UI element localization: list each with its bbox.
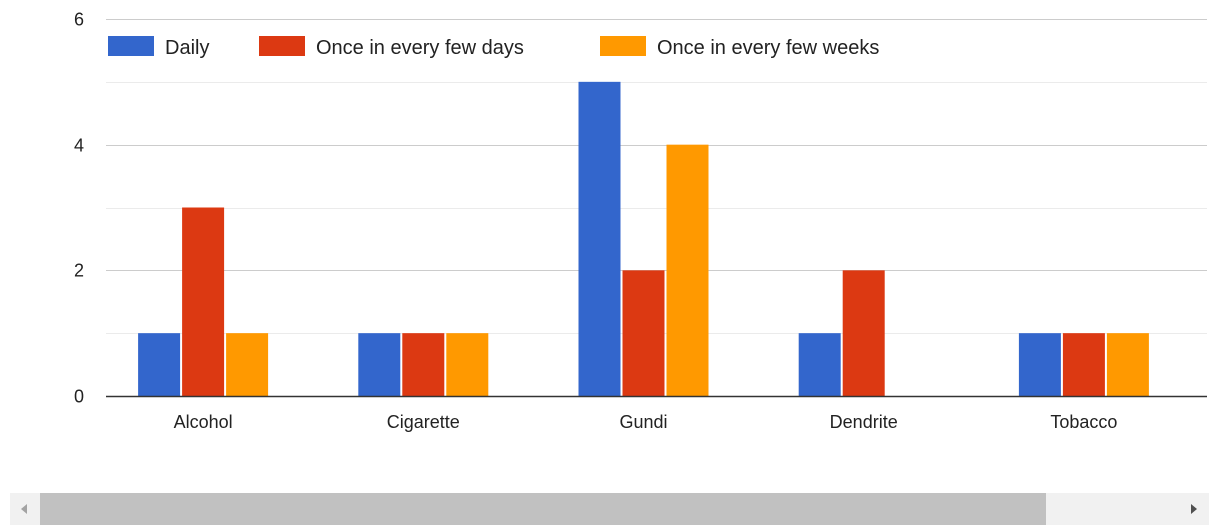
bars [138,81,1149,397]
chevron-right-icon [1191,504,1197,514]
x-category-label: Dendrite [830,412,898,432]
bar-cigarette-series-3[interactable] [446,333,489,396]
scroll-left-button[interactable] [10,493,40,525]
legend-label: Once in every few weeks [657,37,879,59]
legend: Daily Once in every few days Once in every… [108,36,879,59]
chevron-left-icon [21,504,27,514]
legend-swatch [600,36,646,56]
bar-gundi-series-3[interactable] [666,144,709,396]
bar-gundi-series-2[interactable] [622,270,665,396]
x-category-label: Tobacco [1050,412,1117,432]
bar-cigarette-series-1[interactable] [358,333,401,396]
y-tick-label: 0 [74,387,84,407]
bar-tobacco-series-3[interactable] [1106,333,1149,396]
bar-tobacco-series-2[interactable] [1062,333,1105,396]
bar-cigarette-series-2[interactable] [402,333,445,396]
scroll-right-button[interactable] [1179,493,1209,525]
bar-gundi-series-1[interactable] [578,81,621,396]
y-axis-tick-labels: 0 2 4 6 [74,10,84,407]
y-tick-label: 2 [74,261,84,281]
y-tick-label: 6 [74,10,84,30]
legend-swatch [259,36,305,56]
y-tick-label: 4 [74,136,84,156]
x-category-label: Cigarette [387,412,460,432]
x-category-label: Alcohol [174,412,233,432]
horizontal-scrollbar[interactable] [10,493,1209,525]
x-axis-category-labels: Alcohol Cigarette Gundi Dendrite Tobacco [174,412,1118,432]
bar-tobacco-series-1[interactable] [1018,333,1061,396]
bar-alcohol-series-3[interactable] [226,333,269,396]
bar-chart: 0 2 4 6 Alcohol Cigarette Gundi Dendrite Tobacc… [74,10,1207,432]
legend-swatch [108,36,154,56]
legend-label: Once in every few days [316,37,524,59]
x-category-label: Gundi [619,412,667,432]
bar-dendrite-series-1[interactable] [798,333,841,396]
bar-alcohol-series-1[interactable] [138,333,181,396]
scrollbar-thumb[interactable] [40,493,1046,525]
bar-dendrite-series-2[interactable] [842,270,885,396]
bar-alcohol-series-2[interactable] [182,207,225,397]
legend-label: Daily [165,37,209,59]
